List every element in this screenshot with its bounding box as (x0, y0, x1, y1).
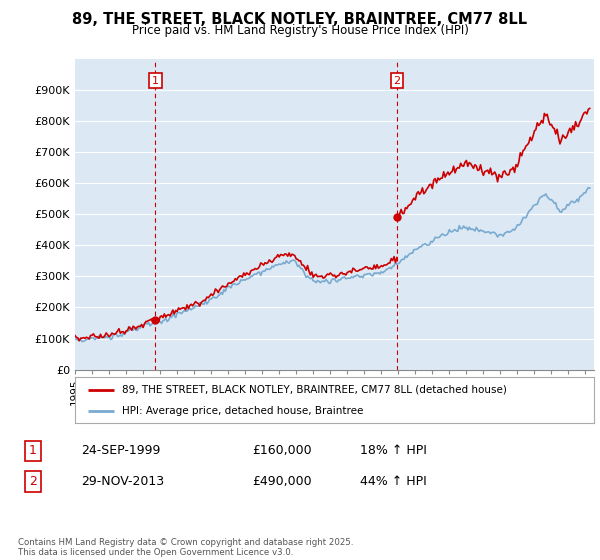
Text: 2: 2 (394, 76, 401, 86)
Text: 44% ↑ HPI: 44% ↑ HPI (360, 475, 427, 488)
Text: 2: 2 (29, 475, 37, 488)
Text: 24-SEP-1999: 24-SEP-1999 (81, 444, 160, 458)
Text: Price paid vs. HM Land Registry's House Price Index (HPI): Price paid vs. HM Land Registry's House … (131, 24, 469, 36)
Text: 1: 1 (29, 444, 37, 458)
Text: 1: 1 (152, 76, 159, 86)
Text: £490,000: £490,000 (252, 475, 311, 488)
Text: 18% ↑ HPI: 18% ↑ HPI (360, 444, 427, 458)
Text: Contains HM Land Registry data © Crown copyright and database right 2025.
This d: Contains HM Land Registry data © Crown c… (18, 538, 353, 557)
Text: 89, THE STREET, BLACK NOTLEY, BRAINTREE, CM77 8LL: 89, THE STREET, BLACK NOTLEY, BRAINTREE,… (73, 12, 527, 27)
Text: £160,000: £160,000 (252, 444, 311, 458)
Text: 89, THE STREET, BLACK NOTLEY, BRAINTREE, CM77 8LL (detached house): 89, THE STREET, BLACK NOTLEY, BRAINTREE,… (122, 385, 506, 395)
Text: HPI: Average price, detached house, Braintree: HPI: Average price, detached house, Brai… (122, 407, 363, 416)
Text: 29-NOV-2013: 29-NOV-2013 (81, 475, 164, 488)
